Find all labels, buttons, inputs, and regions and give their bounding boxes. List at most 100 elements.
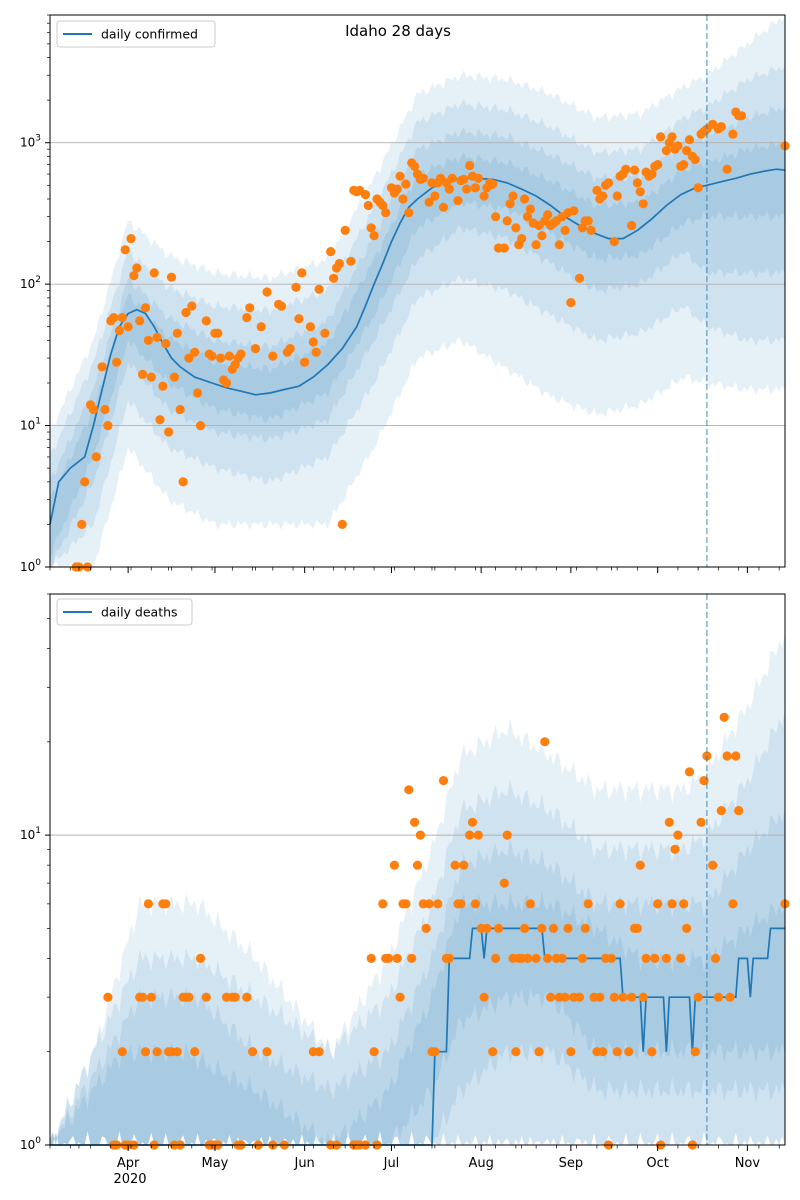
deaths-observed-point [117,1047,127,1057]
confirmed-observed-point [737,111,747,121]
confirmed-observed-point [647,169,657,179]
deaths-observed-point [384,953,394,964]
deaths-observed-point [653,899,663,909]
confirmed-observed-point [146,372,156,382]
deaths-observed-point [609,992,619,1002]
deaths-observed-point [424,899,434,909]
deaths-observed-point [242,992,252,1002]
confirmed-observed-point [577,223,588,233]
deaths-observed-point [693,992,703,1002]
confirmed-observed-point [314,284,324,294]
deaths-observed-point [143,899,153,909]
deaths-y-tick-label: 100 [20,1136,41,1152]
confirmed-observed-point [609,237,619,247]
deaths-band-80-region [50,809,785,1145]
confirmed-observed-point [401,179,411,189]
deaths-observed-point [473,830,483,840]
deaths-legend-label: daily deaths [101,605,178,620]
deaths-observed-point [650,953,660,964]
confirmed-observed-point [392,184,402,194]
confirmed-observed-point [195,421,206,431]
confirmed-observed-point [465,160,475,171]
confirmed-observed-point [77,519,87,530]
deaths-observed-point [314,1047,324,1057]
deaths-observed-point [716,806,726,816]
confirmed-legend-label: daily confirmed [101,27,198,42]
deaths-observed-point [664,817,674,827]
confirmed-observed-point [378,200,388,211]
confirmed-observed-point [473,173,483,183]
confirmed-observed-point [256,322,266,332]
deaths-observed-point [465,830,475,840]
confirmed-observed-point [132,263,142,273]
confirmed-observed-point [499,243,509,253]
confirmed-observed-point [667,132,677,142]
confirmed-observed-point [502,216,512,226]
confirmed-observed-point [114,325,124,336]
deaths-observed-point [172,1047,182,1057]
deaths-observed-point [566,1047,576,1057]
confirmed-observed-point [329,273,339,283]
confirmed-observed-point [140,303,151,313]
confirmed-observed-point [453,196,463,206]
deaths-panel: 100 101 Apr May Jun Jul Aug Sep Oct Nov daily de… [20,593,790,1187]
confirmed-observed-point [381,208,391,218]
confirmed-observed-point [462,184,472,194]
confirmed-observed-point [308,337,318,347]
deaths-observed-point [138,992,148,1002]
confirmed-observed-point [190,347,200,357]
confirmed-observed-point [612,191,622,201]
x-tick-label-sep: Sep [559,1156,584,1171]
deaths-observed-point [184,992,194,1002]
confirmed-observed-point [337,519,347,530]
confirmed-observed-point [627,220,637,231]
confirmed-observed-point [172,328,182,338]
confirmed-observed-point [410,161,420,171]
confirmed-observed-point [340,225,350,235]
confirmed-observed-point [109,313,119,323]
confirmed-observed-point [80,477,90,487]
confirmed-observed-point [201,316,211,326]
deaths-observed-point [430,1047,440,1057]
deaths-observed-point [624,1047,634,1057]
confirmed-x-ticks [49,567,780,573]
confirmed-observed-point [326,247,336,257]
deaths-observed-point [499,878,509,888]
confirmed-observed-point [522,212,533,222]
confirmed-observed-point [673,141,683,151]
deaths-observed-point [438,776,449,786]
deaths-observed-point [713,992,724,1002]
deaths-observed-point [152,1047,162,1057]
deaths-observed-point [195,953,206,964]
confirmed-observed-point [245,303,255,313]
confirmed-observed-point [224,351,234,361]
deaths-observed-point [676,953,686,964]
deaths-observed-point [389,860,399,870]
confirmed-observed-point [520,194,530,204]
confirmed-observed-point [629,165,640,175]
deaths-axes-frame [49,593,786,1146]
confirmed-observed-point [438,202,449,212]
confirmed-observed-point [656,132,666,142]
deaths-observed-point [525,899,536,909]
confirmed-observed-point [363,200,373,211]
confirmed-observed-point [459,174,469,184]
deaths-observed-point [548,923,559,934]
confirmed-observed-point [276,301,287,311]
confirmed-observed-point [178,477,188,487]
deaths-observed-point [725,992,735,1002]
confirmed-observed-point [598,191,608,201]
confirmed-observed-point [187,301,197,311]
confirmed-observed-point [294,314,304,324]
deaths-observed-point [459,860,469,870]
deaths-observed-point [711,953,721,964]
confirmed-observed-point [653,160,663,170]
confirmed-observed-point [103,421,113,431]
confirmed-observed-point [97,362,107,372]
confirmed-observed-point [135,316,145,326]
confirmed-observed-point [143,335,153,345]
confirmed-observed-point [479,191,489,201]
confirmed-y-tick-label: 101 [20,417,41,433]
confirmed-observed-point [221,378,232,388]
deaths-observed-point [230,992,240,1002]
